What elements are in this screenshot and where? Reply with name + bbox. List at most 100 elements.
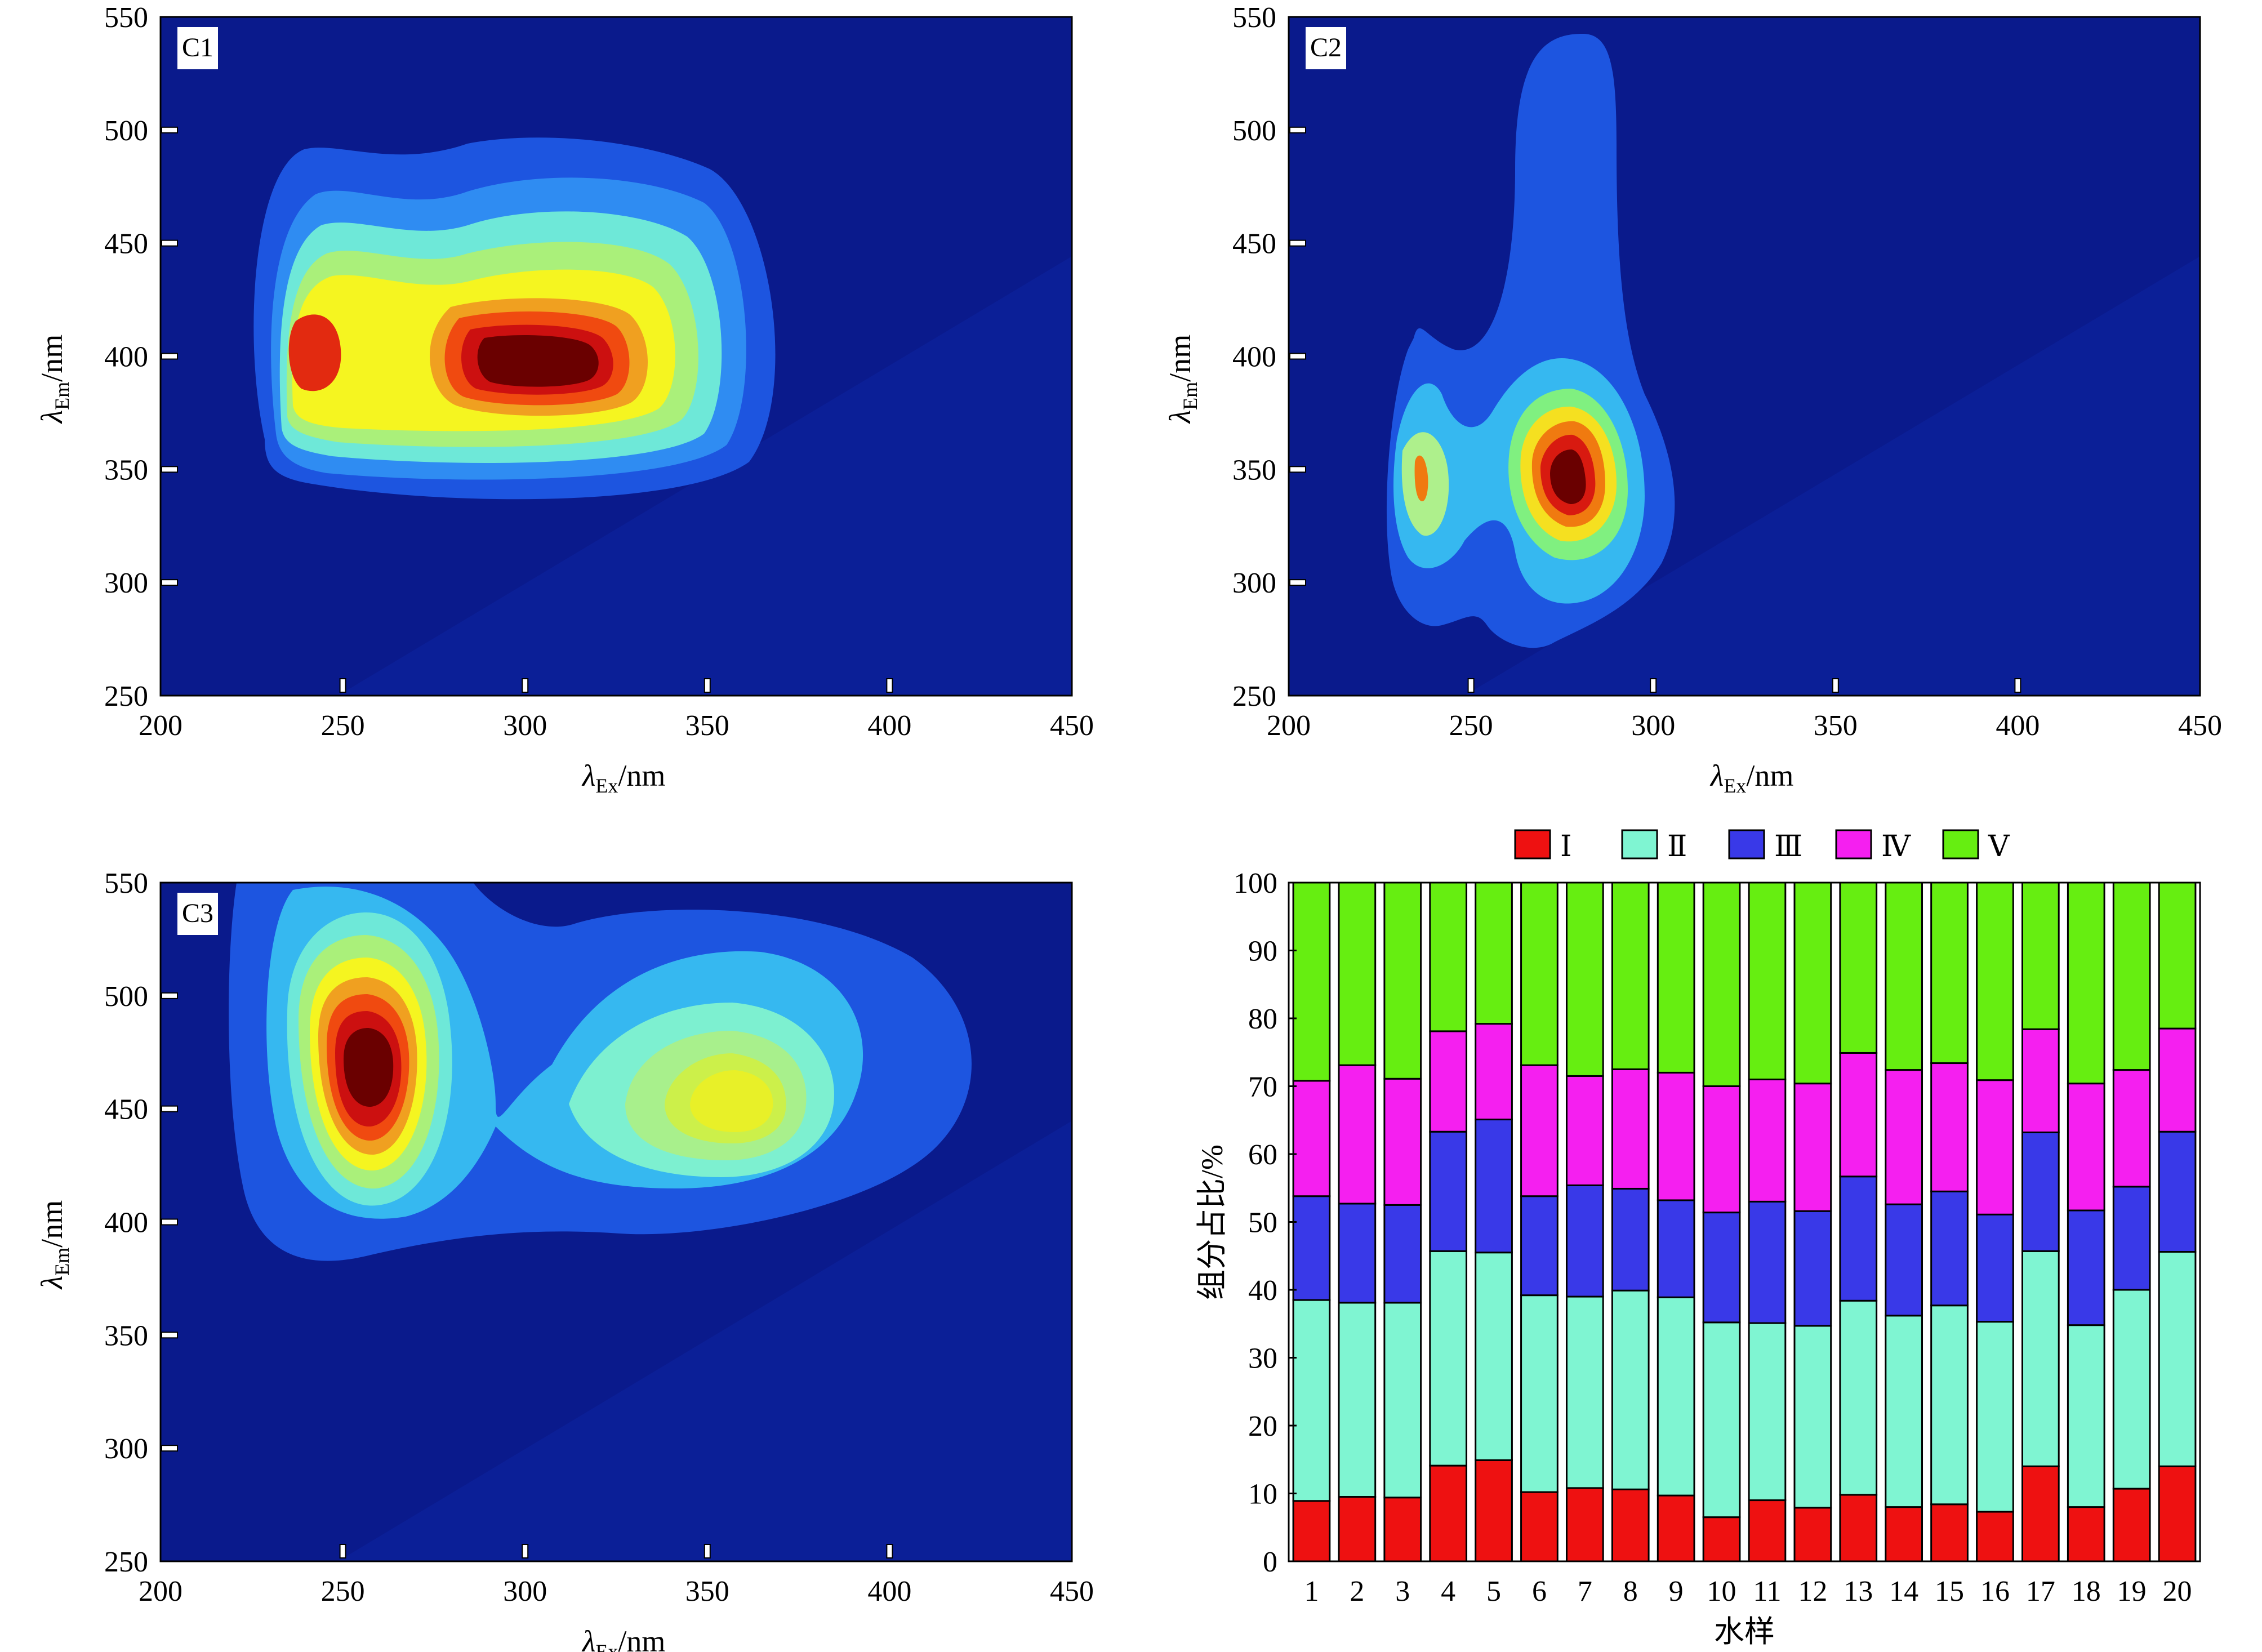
bar-segment-3-sample-2 — [1338, 1203, 1377, 1304]
bar-x-tick-label: 13 — [1844, 1575, 1873, 1608]
bar-segment-5-sample-15 — [1930, 881, 1969, 1065]
c3-x-tick-mark — [886, 1544, 893, 1559]
c2-x-tick-label: 450 — [2178, 710, 2222, 742]
c3-y-tick-label: 450 — [104, 1094, 148, 1126]
c3-y-tick-mark — [161, 1218, 178, 1226]
c2-x-tick-label: 200 — [1267, 710, 1311, 742]
bar-segment-4-sample-16 — [1976, 1079, 2014, 1215]
bar-segment-5-sample-18 — [2067, 881, 2105, 1085]
c2-peak-a-core — [1414, 455, 1428, 501]
c2-axes: 200 250 300 350 400 450250300350400450500550λ… — [1163, 2, 2222, 797]
c1-x-tick-mark — [339, 678, 346, 693]
bar-y-tick-label: 60 — [1248, 1139, 1277, 1171]
c1-frame — [159, 16, 1073, 697]
bar-segment-2-sample-4 — [1429, 1250, 1468, 1467]
bar-segment-2-sample-5 — [1475, 1252, 1513, 1461]
bar-segment-1-sample-11 — [1748, 1499, 1787, 1562]
panel-c1: C1 200 250 300 350 400 4502503003504004505005… — [35, 2, 1094, 797]
c1-y-tick-label: 500 — [104, 115, 148, 147]
bar-segment-5-sample-20 — [2158, 881, 2197, 1030]
c2-ylabel: λEm/nm — [1163, 335, 1201, 424]
c1-x-tick-mark — [522, 678, 529, 693]
bar-segment-4-sample-2 — [1338, 1064, 1377, 1205]
bar-plot-area — [1288, 881, 2201, 1562]
bar-segment-2-sample-15 — [1930, 1304, 1969, 1506]
bar-segment-1-sample-6 — [1520, 1491, 1559, 1562]
bar-segment-1-sample-12 — [1793, 1507, 1832, 1562]
bar-x-tick-label: 20 — [2163, 1575, 2192, 1608]
bar-segment-3-sample-3 — [1383, 1204, 1422, 1304]
c2-lower-triangle-region — [1289, 256, 2200, 696]
c3-contours — [161, 883, 1072, 1561]
bar-y-tick-label: 10 — [1248, 1479, 1277, 1511]
c3-peak-b-core — [690, 1070, 773, 1132]
c3-x-tick-mark — [703, 1544, 711, 1559]
c2-y-tick-label: 400 — [1232, 341, 1276, 373]
bar-x-tick-label: 16 — [1980, 1575, 2010, 1608]
legend-label-1: Ⅰ — [1560, 831, 1572, 863]
c2-y-tick-mark — [1289, 466, 1306, 473]
legend-label-2: Ⅱ — [1667, 831, 1687, 863]
bar-segment-3-sample-9 — [1657, 1199, 1695, 1298]
bar-segment-1-sample-8 — [1611, 1488, 1650, 1562]
bar-segment-5-sample-9 — [1657, 881, 1695, 1074]
bar-segment-3-sample-6 — [1520, 1195, 1559, 1297]
bar-x-tick-label: 8 — [1623, 1575, 1638, 1608]
bar-segment-2-sample-6 — [1520, 1294, 1559, 1493]
c3-xlabel: λEx/nm — [581, 1624, 665, 1652]
legend-swatch-3 — [1728, 829, 1765, 860]
c1-y-tick-label: 450 — [104, 228, 148, 260]
c3-x-tick-label: 450 — [1050, 1575, 1094, 1608]
c1-y-tick-mark — [161, 579, 178, 586]
bar-x-tick-label: 11 — [1753, 1575, 1781, 1608]
c3-ylabel: λEm/nm — [35, 1200, 73, 1290]
panel-c3: C3 200 250 300 350 400 4502503003504004505005… — [35, 867, 1094, 1652]
bar-segment-5-sample-17 — [2021, 881, 2060, 1030]
bar-segment-2-sample-8 — [1611, 1289, 1650, 1490]
bar-segment-5-sample-4 — [1429, 881, 1468, 1032]
bar-y-tick-label: 20 — [1248, 1410, 1277, 1442]
bar-segment-3-sample-18 — [2067, 1209, 2105, 1326]
c3-y-tick-label: 300 — [104, 1433, 148, 1465]
bar-segment-3-sample-13 — [1839, 1175, 1878, 1302]
bar-segment-3-sample-17 — [2021, 1131, 2060, 1252]
bar-segment-3-sample-11 — [1748, 1200, 1787, 1324]
c2-y-tick-label: 350 — [1232, 454, 1276, 486]
c1-x-tick-label: 400 — [867, 710, 911, 742]
c3-x-tick-mark — [522, 1544, 529, 1559]
bar-segment-1-sample-16 — [1976, 1511, 2014, 1562]
c1-lower-triangle-region — [161, 256, 1072, 696]
c1-contours — [161, 137, 1072, 696]
bar-segment-3-sample-16 — [1976, 1213, 2014, 1323]
c1-y-tick-label: 300 — [104, 567, 148, 599]
c2-y-tick-label: 250 — [1232, 680, 1276, 713]
c2-y-tick-mark — [1289, 239, 1306, 247]
bar-ylabel: 组分占比/% — [1195, 1145, 1229, 1300]
c3-peak-a-core — [344, 1028, 394, 1107]
c3-y-tick-label: 350 — [104, 1320, 148, 1352]
bar-series-group — [1292, 881, 2197, 1562]
c3-y-tick-label: 400 — [104, 1207, 148, 1239]
bar-segment-4-sample-3 — [1383, 1077, 1422, 1206]
bar-segment-1-sample-10 — [1702, 1516, 1741, 1562]
c3-axes: 200 250 300 350 400 450250300350400450500550λ… — [35, 867, 1094, 1652]
c1-x-tick-mark — [886, 678, 893, 693]
bar-segment-5-sample-16 — [1976, 881, 2014, 1081]
bar-segment-5-sample-8 — [1611, 881, 1650, 1070]
bar-segment-1-sample-3 — [1383, 1497, 1422, 1562]
bar-segment-4-sample-8 — [1611, 1068, 1650, 1190]
bar-segment-4-sample-14 — [1885, 1069, 1923, 1205]
c3-x-tick-label: 350 — [685, 1575, 729, 1608]
bar-segment-3-sample-4 — [1429, 1130, 1468, 1252]
c2-panel-label: C2 — [1310, 33, 1342, 63]
bar-segment-3-sample-19 — [2112, 1186, 2151, 1291]
c2-x-tick-mark — [1832, 678, 1839, 693]
bar-y-tick-label: 70 — [1248, 1071, 1277, 1103]
c3-y-tick-mark — [161, 1445, 178, 1452]
bar-segment-5-sample-11 — [1748, 881, 1787, 1080]
bar-segment-4-sample-17 — [2021, 1028, 2060, 1133]
bar-segment-4-sample-15 — [1930, 1062, 1969, 1192]
bar-segment-5-sample-2 — [1338, 881, 1377, 1066]
